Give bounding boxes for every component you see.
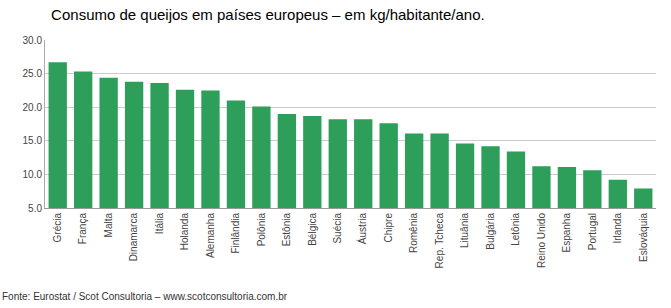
- svg-text:25.0: 25.0: [23, 68, 43, 79]
- svg-text:Suécia: Suécia: [332, 213, 343, 244]
- svg-text:Consumo de queijos em países e: Consumo de queijos em países europeus – …: [51, 6, 485, 23]
- svg-text:Letônia: Letônia: [510, 213, 521, 246]
- svg-text:Romênia: Romênia: [408, 213, 419, 253]
- svg-text:Eslováquia: Eslováquia: [638, 213, 649, 262]
- svg-text:Estônia: Estônia: [281, 213, 292, 247]
- svg-text:Áustria: Áustria: [356, 213, 368, 245]
- svg-text:Holanda: Holanda: [179, 213, 190, 251]
- svg-text:Malta: Malta: [103, 213, 114, 238]
- svg-text:5.0: 5.0: [28, 203, 42, 214]
- svg-text:Dinamarca: Dinamarca: [128, 213, 139, 262]
- svg-text:Bélgica: Bélgica: [307, 213, 318, 246]
- svg-text:Lituânia: Lituânia: [459, 213, 470, 248]
- svg-text:Alemanha: Alemanha: [205, 213, 216, 258]
- svg-text:Finlândia: Finlândia: [230, 213, 241, 254]
- svg-text:30.0: 30.0: [23, 35, 43, 46]
- svg-text:França: França: [77, 213, 88, 245]
- svg-text:Rep. Tcheca: Rep. Tcheca: [434, 213, 445, 269]
- svg-text:Polônia: Polônia: [256, 213, 267, 247]
- svg-text:Grécia: Grécia: [52, 213, 63, 243]
- svg-text:Irlanda: Irlanda: [612, 213, 623, 244]
- svg-text:Itália: Itália: [154, 213, 165, 235]
- svg-text:Portugal: Portugal: [587, 213, 598, 250]
- svg-text:Chipre: Chipre: [383, 213, 394, 243]
- svg-text:Bulgária: Bulgária: [485, 213, 496, 250]
- svg-text:20.0: 20.0: [23, 102, 43, 113]
- svg-text:Fonte: Eurostat / Scot Consult: Fonte: Eurostat / Scot Consultoria – www…: [2, 291, 288, 302]
- svg-text:Reino Unido: Reino Unido: [536, 213, 547, 268]
- svg-text:Espanha: Espanha: [561, 213, 572, 253]
- svg-text:15.0: 15.0: [23, 135, 43, 146]
- svg-text:10.0: 10.0: [23, 169, 43, 180]
